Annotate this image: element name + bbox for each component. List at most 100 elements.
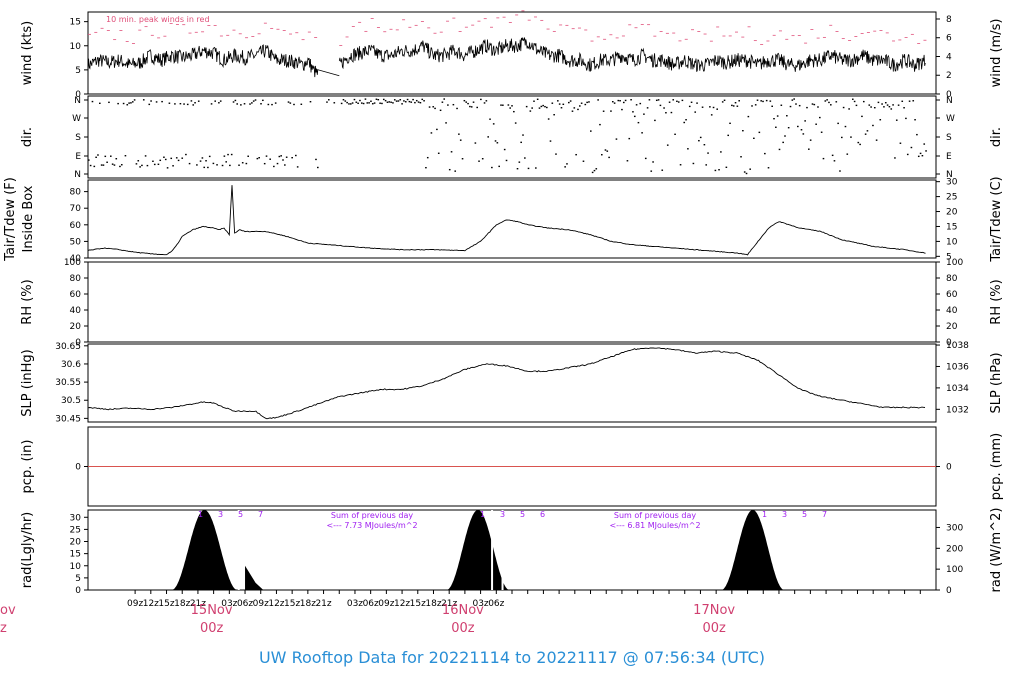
time-tick-label: 15z (410, 599, 426, 609)
wind-ytick-label: 10 (70, 42, 82, 52)
time-tick-label: 21z (441, 599, 457, 609)
rad-ytick-right-label: 200 (946, 544, 963, 554)
wind-ytick-label: 0 (75, 90, 81, 100)
wind-series-line (338, 37, 926, 72)
time-tick-label: 15z (284, 599, 300, 609)
temp-ylabel-right: Tair/Tdew (C) (989, 176, 1004, 262)
rad-gap (501, 510, 504, 590)
rad-ytick-label: 20 (70, 538, 82, 548)
dir-ylabel-right: dir. (989, 127, 1004, 147)
time-tick-label: 06z (488, 599, 504, 609)
wind-ylabel-right: wind (m/s) (989, 19, 1004, 88)
dir-ytick-right-label: N (946, 170, 953, 180)
rad-hour-mark: 3 (782, 510, 787, 519)
temp-ytick-right-label: 5 (946, 252, 952, 262)
temp-ytick-label: 50 (70, 237, 82, 247)
temp-ytick-label: 60 (70, 221, 82, 231)
rad-ylabel-left: rad(Lgly/hr) (20, 512, 35, 588)
date-sublabel: 00z (200, 621, 224, 636)
rh-ytick-right-label: 80 (946, 274, 958, 284)
dir-ytick-right-label: W (946, 114, 955, 124)
rad-area (171, 510, 238, 590)
rh-ytick-label: 60 (70, 290, 82, 300)
rh-ytick-right-label: 40 (946, 306, 958, 316)
rad-ytick-right-label: 100 (946, 565, 963, 575)
slp-ytick-right-label: 1032 (946, 405, 969, 415)
rad-note: <--- 6.81 MJoules/m^2 (609, 521, 700, 530)
rad-ytick-label: 5 (75, 574, 81, 584)
temp-ytick-right-label: 15 (946, 222, 957, 232)
slp-ytick-right-label: 1034 (946, 384, 969, 394)
rad-hour-mark: 5 (520, 510, 525, 519)
pcp-ylabel-right: pcp. (mm) (989, 433, 1004, 500)
pcp-ytick-label: 0 (75, 463, 81, 473)
rad-note: Sum of previous day (331, 511, 413, 520)
pcp-ylabel-left: pcp. (in) (20, 440, 35, 494)
temp-frame (87, 179, 937, 259)
time-tick-label: 03z (221, 599, 237, 609)
wind-ytick-right-label: 8 (946, 15, 952, 25)
wind-gap-line (318, 69, 340, 77)
time-tick-label: 03z (347, 599, 363, 609)
dir-ytick-label: E (75, 152, 81, 162)
temp-ytick-label: 40 (70, 254, 82, 264)
rad-area (245, 565, 264, 590)
temp-ytick-right-label: 25 (946, 193, 957, 203)
date-label-edge: ov (0, 603, 16, 618)
date-label: 17Nov (693, 603, 735, 618)
rad-hour-mark: 7 (258, 510, 263, 519)
date-sublabel-edge: z (0, 621, 7, 636)
rad-ytick-label: 10 (70, 562, 82, 572)
rh-ylabel-left: RH (%) (20, 279, 35, 324)
wind-ytick-right-label: 0 (946, 90, 952, 100)
date-label: 15Nov (191, 603, 233, 618)
date-sublabel: 00z (451, 621, 475, 636)
dir-ylabel-left: dir. (20, 127, 35, 147)
wind-ytick-right-label: 2 (946, 71, 952, 81)
dir-frame (87, 95, 937, 179)
time-tick-label: 18z (174, 599, 190, 609)
rad-note: <--- 7.73 MJoules/m^2 (326, 521, 417, 530)
rad-hour-mark: 1 (198, 510, 203, 519)
slp-ytick-label: 30.6 (61, 360, 81, 370)
chart-title: UW Rooftop Data for 20221114 to 20221117… (258, 648, 766, 667)
time-tick-label: 12z (394, 599, 410, 609)
time-tick-label: 06z (363, 599, 379, 609)
rad-ytick-label: 15 (70, 550, 81, 560)
temp-ylabel-left2: Inside Box (21, 185, 36, 252)
dir-ytick-right-label: S (946, 133, 952, 143)
rad-area (446, 510, 510, 590)
time-tick-label: 09z (378, 599, 394, 609)
rad-note: Sum of previous day (614, 511, 696, 520)
rad-ylabel-right: rad (W/m^2) (989, 508, 1004, 593)
dir-ytick-label: W (72, 114, 81, 124)
slp-ylabel-right: SLP (hPa) (989, 352, 1004, 413)
rad-hour-mark: 5 (238, 510, 243, 519)
rh-ytick-right-label: 100 (946, 258, 963, 268)
wind-ytick-right-label: 4 (946, 52, 952, 62)
time-tick-label: 15z (158, 599, 174, 609)
date-label: 16Nov (442, 603, 484, 618)
slp-ytick-right-label: 1036 (946, 362, 969, 372)
slp-ytick-label: 30.55 (55, 378, 81, 388)
rh-ytick-right-label: 20 (946, 322, 958, 332)
temp-ytick-right-label: 10 (946, 237, 958, 247)
rad-ytick-label: 0 (75, 586, 81, 596)
time-tick-label: 21z (315, 599, 331, 609)
rh-ytick-label: 80 (70, 274, 82, 284)
rh-ytick-label: 40 (70, 306, 82, 316)
slp-ytick-label: 30.65 (55, 342, 81, 352)
rh-ylabel-right: RH (%) (989, 279, 1004, 324)
rad-hour-mark: 7 (822, 510, 827, 519)
time-tick-label: 12z (268, 599, 284, 609)
wind-frame (87, 11, 937, 95)
rh-ytick-right-label: 60 (946, 290, 958, 300)
time-tick-label: 09z (253, 599, 269, 609)
wind-ylabel-left: wind (kts) (20, 21, 35, 85)
time-tick-label: 21z (190, 599, 206, 609)
rad-hour-mark: 5 (802, 510, 807, 519)
rad-hour-mark: 3 (500, 510, 505, 519)
temp-ytick-label: 80 (70, 188, 82, 198)
time-tick-label: 18z (425, 599, 441, 609)
